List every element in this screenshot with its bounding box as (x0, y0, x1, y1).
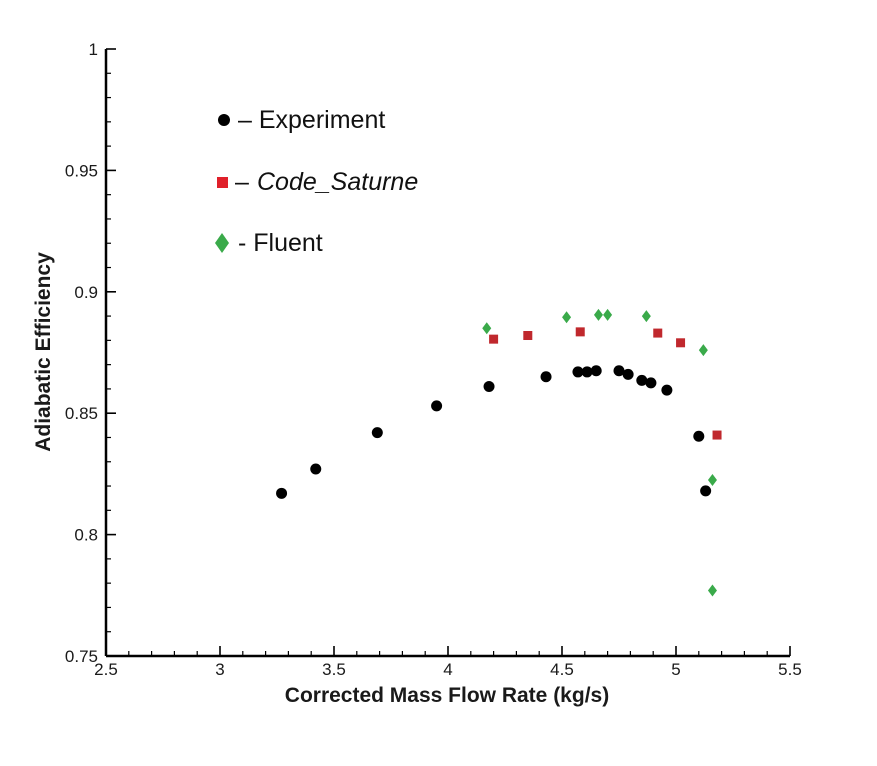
point-fluent (698, 344, 708, 357)
x-tick-label: 5.5 (778, 660, 802, 679)
point-experiment (693, 430, 705, 442)
point-code-saturne (523, 331, 533, 341)
y-tick-label: 0.85 (65, 404, 98, 423)
point-experiment (276, 487, 288, 499)
y-tick-label: 0.75 (65, 647, 98, 666)
point-code-saturne (489, 334, 499, 344)
x-tick-label: 2.5 (94, 660, 118, 679)
x-tick-label: 4 (443, 660, 452, 679)
point-experiment (371, 427, 383, 439)
x-tick-label: 5 (671, 660, 680, 679)
y-axis-title: Adiabatic Efficiency (32, 252, 55, 452)
legend-label-experiment: – Experiment (238, 106, 385, 134)
data-points (276, 308, 722, 597)
point-fluent (707, 473, 717, 486)
legend-label-code-saturne: Code_Saturne (257, 168, 418, 196)
point-experiment (572, 366, 584, 378)
point-code-saturne (676, 338, 686, 348)
y-tick-label: 0.95 (65, 161, 98, 180)
point-code-saturne (575, 327, 585, 337)
y-tick-label: 0.9 (74, 283, 98, 302)
point-code-saturne (653, 328, 663, 338)
x-tick-label: 4.5 (550, 660, 574, 679)
point-fluent (593, 308, 603, 321)
point-experiment (431, 400, 443, 412)
x-tick-label: 3 (215, 660, 224, 679)
point-experiment (310, 463, 322, 475)
point-fluent (482, 322, 492, 335)
point-fluent (707, 584, 717, 597)
legend-marker-code-saturne (217, 177, 228, 188)
point-experiment (622, 368, 634, 380)
point-experiment (590, 365, 602, 377)
point-fluent (603, 308, 613, 321)
point-experiment (700, 485, 712, 497)
axes (104, 49, 790, 658)
y-tick-label: 0.8 (74, 526, 98, 545)
x-tick-label: 3.5 (322, 660, 346, 679)
point-fluent (562, 311, 572, 324)
point-fluent (641, 310, 651, 323)
legend-marker-fluent (215, 233, 229, 253)
point-experiment (645, 377, 657, 389)
point-experiment (613, 365, 625, 377)
point-experiment (661, 384, 673, 396)
legend-prefix-code-saturne: – (235, 168, 249, 196)
legend-marker-experiment (218, 114, 230, 126)
point-experiment (540, 371, 552, 383)
x-axis-title: Corrected Mass Flow Rate (kg/s) (285, 684, 609, 707)
point-experiment (483, 380, 495, 392)
y-tick-label: 1 (89, 40, 98, 59)
legend-label-fluent: - Fluent (238, 229, 323, 257)
ticks: 2.5 3 3.5 4 4.5 5 5.5 0.75 0.8 0.85 0.9 0.95 1 (65, 40, 802, 679)
point-experiment (636, 374, 648, 386)
legend: – Experiment – Code_Saturne - Fluent (215, 106, 418, 257)
point-code-saturne (712, 430, 722, 440)
point-experiment (581, 366, 593, 378)
